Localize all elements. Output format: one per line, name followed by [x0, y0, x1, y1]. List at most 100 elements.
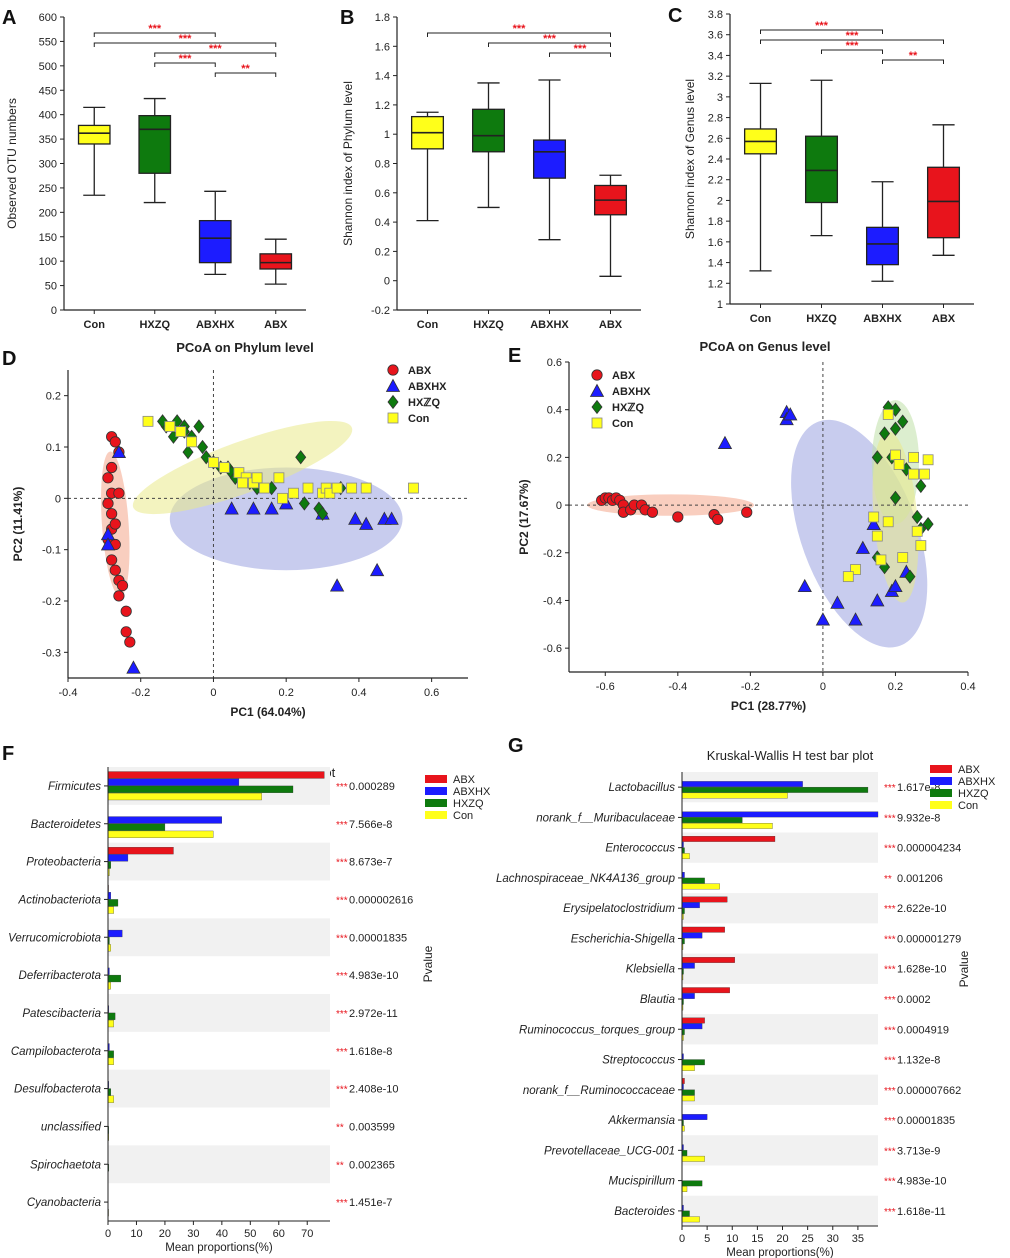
point-con [915, 540, 927, 552]
y-tick-label: 0.6 [547, 357, 562, 369]
bar-con [107, 1019, 114, 1028]
point-hxzq [298, 496, 310, 511]
x-tick-label: 10 [726, 1233, 738, 1245]
row-label: Escherichia-Shigella [571, 933, 675, 945]
point-abx [106, 508, 118, 520]
point-hxzq [879, 426, 891, 441]
row-label: Desulfobacterota [14, 1084, 101, 1096]
significance-label: *** [543, 33, 557, 45]
panel-label-f: F [2, 743, 14, 765]
bar-hxzq [681, 817, 743, 824]
bar-row: unclassified ** 0.003599 [41, 1119, 395, 1141]
significance-stars: *** [884, 934, 896, 945]
y-axis-title: Shannon index of Phylum level [341, 81, 355, 246]
point-hxzq [193, 419, 205, 434]
significance-stars: *** [884, 1207, 896, 1218]
chart-title: PCoA on Phylum level [176, 340, 314, 355]
p-value: 1.132e-8 [897, 1055, 940, 1067]
legend-swatch [425, 811, 447, 819]
panel-label-a: A [2, 7, 16, 29]
significance-bracket: *** [821, 40, 883, 54]
point-abx [109, 564, 121, 576]
box-hxzq [804, 79, 839, 237]
p-value: 9.932e-8 [897, 812, 940, 824]
y-tick-label: 3.4 [708, 50, 723, 62]
legend-label: ABXHX [408, 381, 447, 393]
bar-con [681, 792, 788, 799]
bar-row: Patescibacteria *** 2.972e-11 [22, 994, 398, 1032]
p-value: 8.673e-7 [349, 857, 392, 869]
row-label: Spirochaetota [30, 1159, 101, 1171]
point-con [908, 451, 919, 463]
bar-abxhx [107, 929, 123, 938]
x-tick-label: 30 [827, 1233, 839, 1245]
point-con [302, 482, 314, 494]
point-con [897, 552, 909, 563]
bar-row: Mucispirillum *** 4.983e-10 [609, 1176, 947, 1192]
point-con [591, 417, 603, 429]
bar-abxhx [681, 932, 703, 939]
legend-label: Con [453, 810, 473, 822]
significance-stars: *** [884, 1177, 896, 1188]
x-tick-label: -0.4 [59, 687, 78, 699]
point-con [251, 472, 263, 484]
x-tick-label: 35 [852, 1233, 864, 1245]
y-tick-label: 3.8 [708, 9, 723, 21]
y-tick-label: 200 [39, 207, 57, 219]
point-abx [106, 461, 118, 474]
significance-stars: *** [336, 782, 348, 793]
y-axis-title: Shannon index of Genus level [683, 79, 697, 239]
y-tick-label: 500 [39, 61, 57, 73]
x-tick-label: 0.2 [279, 687, 294, 699]
bracket-line [93, 32, 216, 37]
bar-row: norank_f__Muribaculaceae *** 9.932e-8 [536, 811, 940, 829]
y-tick-label: 0.4 [547, 405, 562, 417]
significance-stars: *** [884, 1025, 896, 1036]
p-value: 0.000007662 [897, 1085, 961, 1097]
legend-label: ABXHX [612, 386, 651, 398]
legend-item: HXZQ [425, 798, 484, 810]
p-value: 0.002365 [349, 1159, 395, 1171]
point-abxhx [385, 378, 401, 392]
point-con [258, 482, 270, 494]
point-con [360, 482, 372, 494]
bar-row: Bacteroides *** 1.618e-11 [614, 1195, 946, 1226]
point-con [850, 564, 861, 575]
point-con [868, 511, 880, 523]
bar-row: Desulfobacterota *** 2.408e-10 [14, 1069, 399, 1108]
bar-row: Lactobacillus *** 1.617e-8 [609, 772, 940, 803]
point-con [142, 415, 154, 427]
panel-d: D PCoA on Phylum level -0.4 -0.2 0 0.2 0.4 0.6 -… [2, 340, 468, 719]
y-tick-label: 350 [39, 134, 57, 146]
bar-abx [681, 926, 725, 933]
y-tick-label: 2.6 [708, 133, 723, 145]
panel-label-e: E [508, 345, 521, 367]
bar-con [681, 1216, 700, 1223]
row-stripe [108, 1145, 330, 1184]
bar-con [681, 883, 720, 890]
box-iqr [259, 253, 293, 270]
point-abx [113, 487, 125, 499]
box-iqr [198, 219, 232, 264]
row-stripe [108, 918, 330, 957]
point-abx [116, 579, 129, 592]
row-label: Ruminococcus_torques_group [519, 1024, 676, 1036]
legend-label: ABXHX [958, 776, 996, 788]
legend-label: ABX [408, 365, 432, 377]
row-label: Mucispirillum [609, 1176, 676, 1188]
point-abx [741, 506, 753, 518]
point-abxhx [783, 407, 798, 421]
row-label: Proteobacteria [26, 857, 101, 869]
box-iqr [138, 114, 172, 174]
box-abx [259, 238, 293, 285]
panel-g: G Kruskal-Wallis H test bar plot Lactobaci… [496, 735, 996, 1258]
point-con [331, 482, 343, 494]
bar-con [107, 830, 214, 838]
x-tick-label: 0 [820, 681, 826, 693]
point-con [893, 459, 905, 470]
x-tick-label: 25 [802, 1233, 814, 1245]
bar-hxzq [107, 785, 294, 793]
row-label: Erysipelatoclostridium [563, 903, 675, 915]
x-tick-label: Con [417, 319, 439, 331]
bar-row: Ruminococcus_torques_group *** 0.0004919 [519, 1014, 949, 1045]
